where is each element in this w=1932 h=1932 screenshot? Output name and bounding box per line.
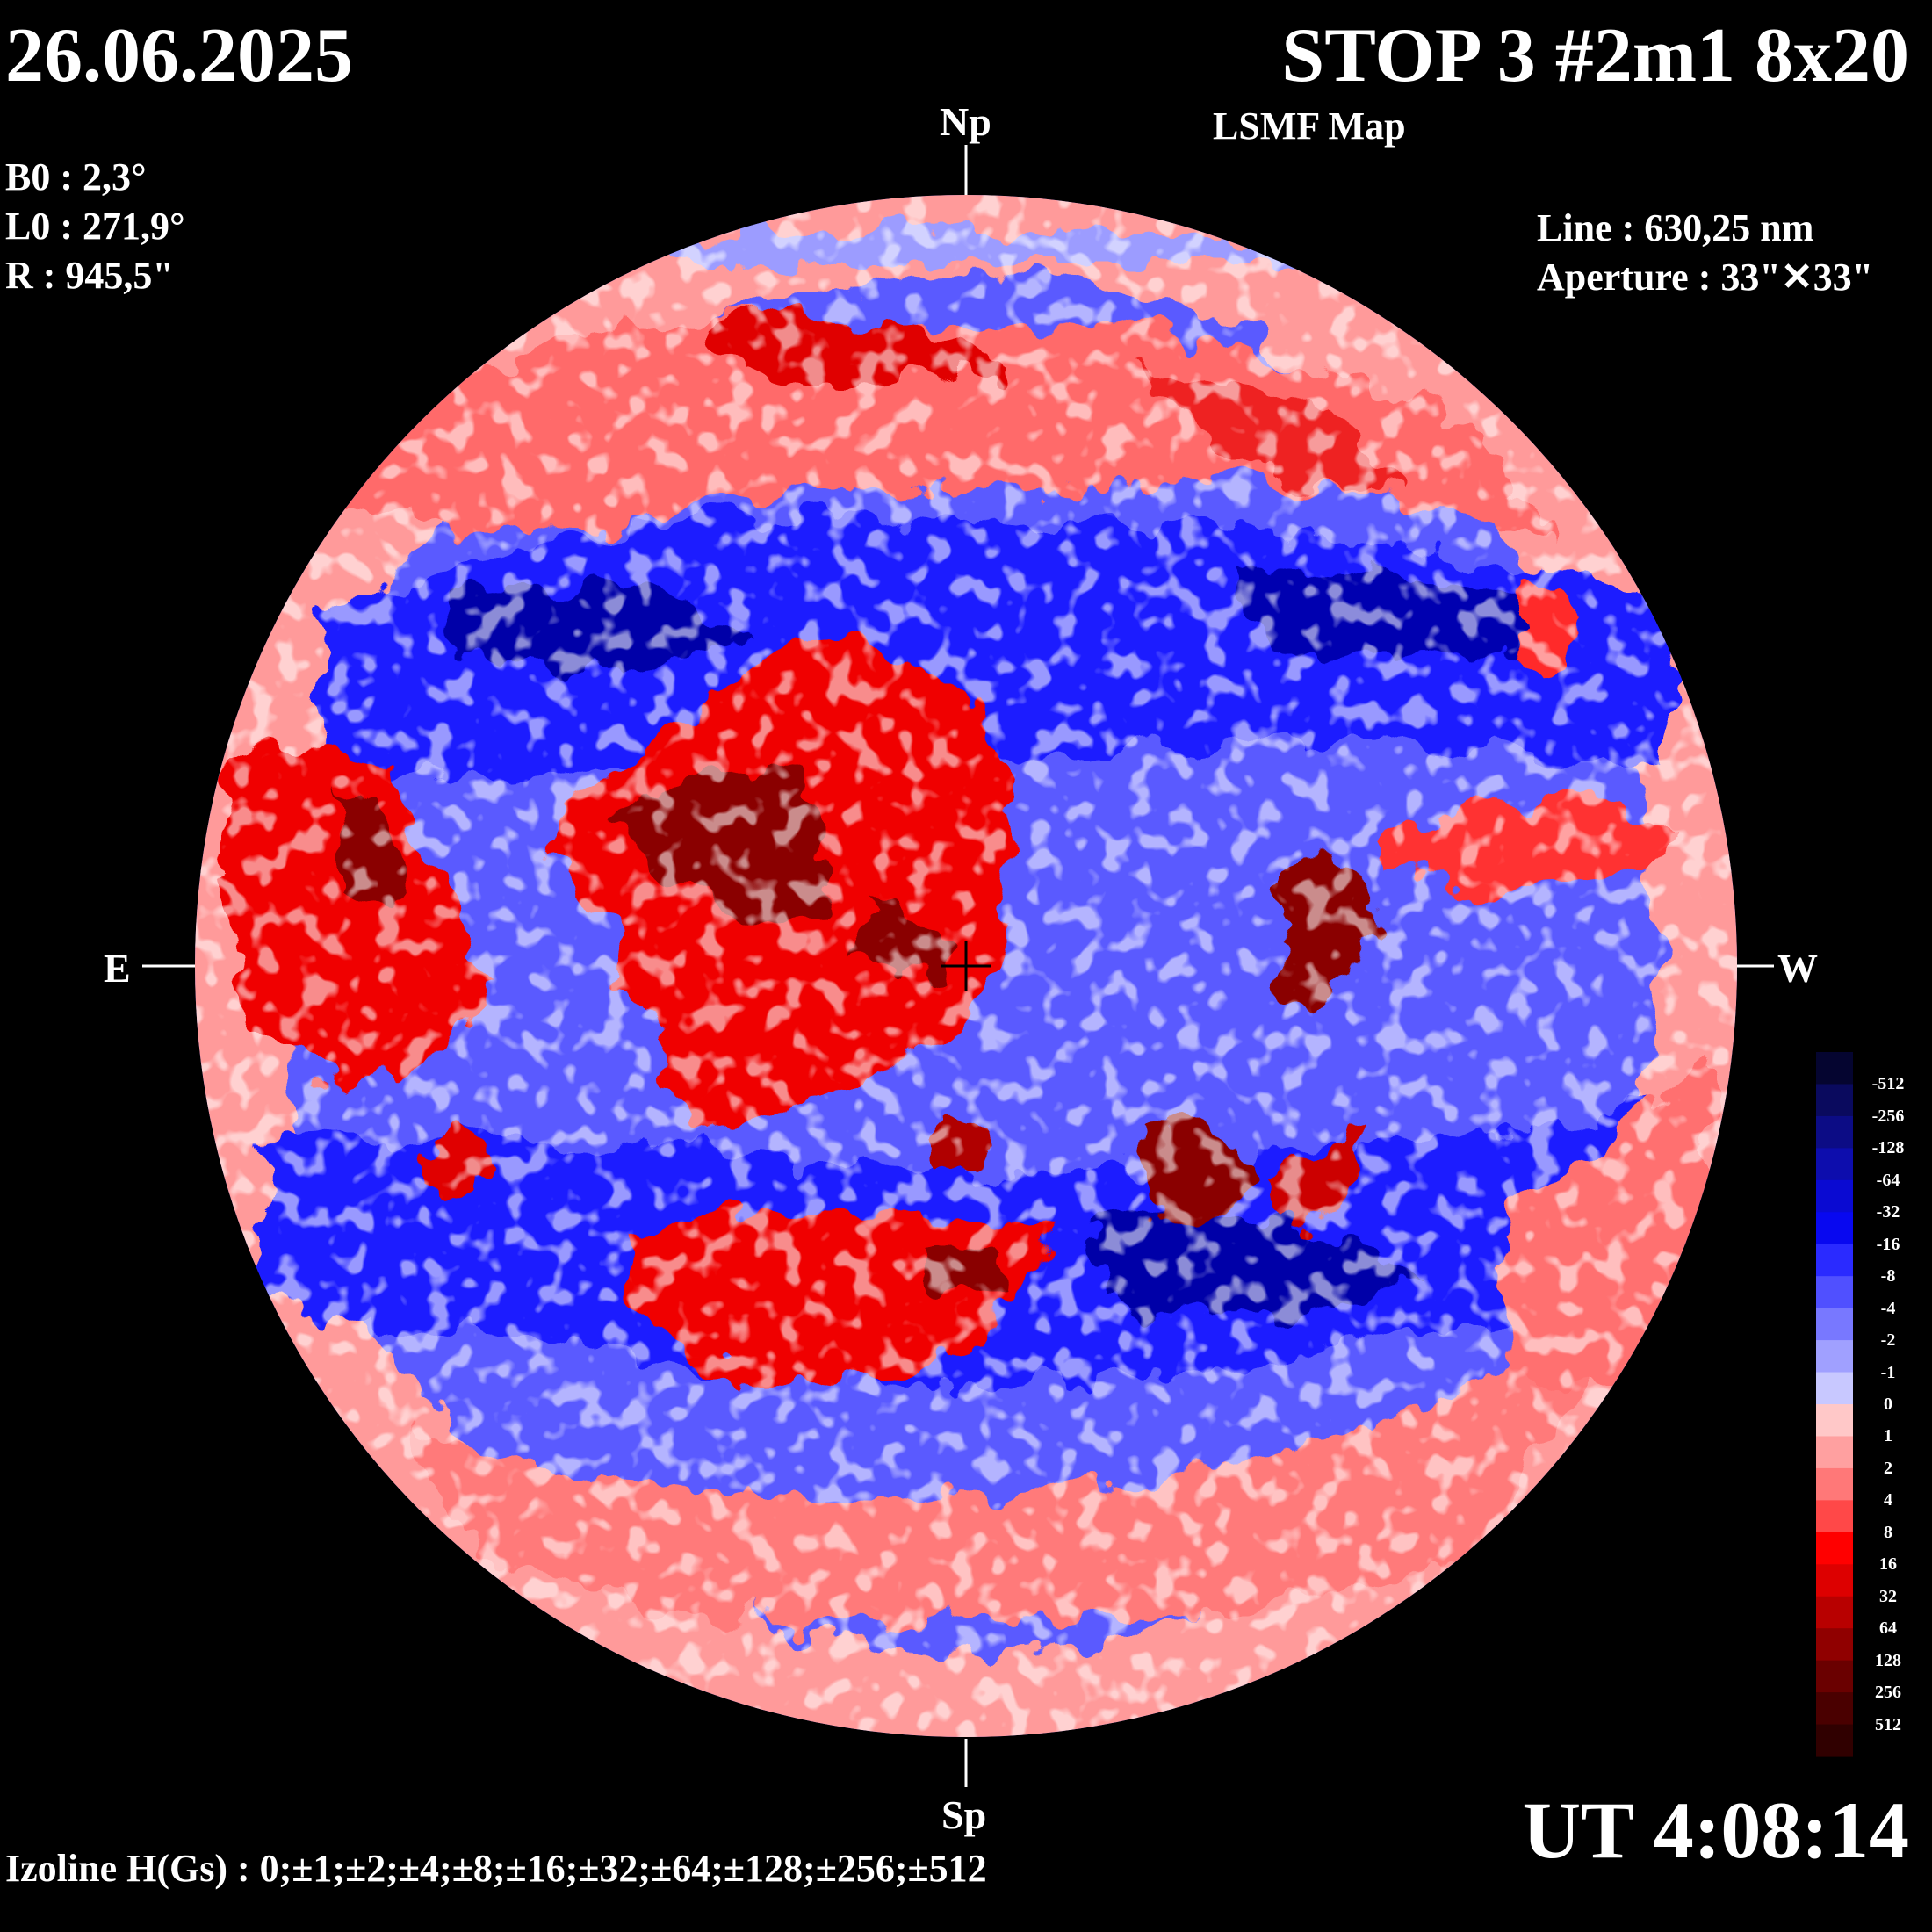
color-scale-segment [1816, 1532, 1853, 1565]
color-scale-segment [1816, 1692, 1853, 1726]
orientation-ticks [142, 145, 1774, 1787]
color-scale-segment [1816, 1115, 1853, 1149]
observation-date: 26.06.2025 [5, 13, 353, 98]
color-scale-label: -128 [1871, 1138, 1905, 1158]
east-label: E [104, 946, 131, 991]
color-scale-segment [1816, 1467, 1853, 1501]
color-scale-segment [1816, 1724, 1853, 1757]
color-scale-bar [1816, 1052, 1853, 1757]
color-scale-label: -256 [1871, 1106, 1905, 1126]
color-scale-segment [1816, 1404, 1853, 1438]
color-scale-segment [1816, 1660, 1853, 1693]
color-scale-label: 256 [1875, 1683, 1901, 1703]
param-l0: L0 : 271,9° [5, 205, 185, 248]
solar-disk [195, 195, 1737, 1737]
color-scale-label: -64 [1876, 1170, 1900, 1190]
color-scale-segment [1816, 1436, 1853, 1469]
color-scale-label: 0 [1884, 1395, 1892, 1414]
color-scale-segment [1816, 1276, 1853, 1309]
spectral-line: Line : 630,25 nm [1537, 206, 1814, 249]
color-scale-label: -4 [1880, 1298, 1896, 1318]
param-b0: B0 : 2,3° [5, 155, 147, 198]
color-scale-segment [1816, 1308, 1853, 1341]
color-scale-segment [1816, 1148, 1853, 1181]
color-scale-label: 512 [1875, 1714, 1901, 1734]
color-scale-segment [1816, 1084, 1853, 1117]
map-subtitle: LSMF Map [1213, 105, 1406, 148]
color-scale-label: 128 [1875, 1650, 1901, 1670]
color-scale-segment [1816, 1596, 1853, 1629]
north-label: Np [940, 99, 991, 144]
aperture-size: Aperture : 33"✕33" [1537, 256, 1874, 299]
color-scale-segment [1816, 1500, 1853, 1533]
color-scale-segment [1816, 1212, 1853, 1245]
color-scale-label: 64 [1879, 1618, 1897, 1639]
color-scale-label: -2 [1880, 1330, 1896, 1351]
color-scale-label: 8 [1884, 1522, 1892, 1542]
west-label: W [1777, 946, 1818, 991]
color-scale-label: -16 [1876, 1234, 1900, 1254]
color-scale-label: -1 [1880, 1362, 1896, 1382]
color-scale-segment [1816, 1340, 1853, 1373]
color-scale-label: 16 [1879, 1554, 1897, 1575]
color-scale-segment [1816, 1179, 1853, 1213]
color-scale-segment [1816, 1052, 1853, 1085]
color-scale-label: 1 [1884, 1426, 1892, 1446]
color-scale-segment [1816, 1628, 1853, 1662]
universal-time: UT 4:08:14 [1522, 1785, 1909, 1875]
color-scale-segment [1816, 1564, 1853, 1597]
color-scale-segment [1816, 1372, 1853, 1405]
map-title: STOP 3 #2m1 8x20 [1281, 13, 1909, 98]
color-scale-label: -512 [1871, 1074, 1905, 1094]
color-scale-label: 32 [1879, 1586, 1897, 1606]
color-scale-label: 2 [1884, 1458, 1892, 1478]
param-radius: R : 945,5" [5, 254, 174, 297]
izoline-legend: Izoline H(Gs) : 0;±1;±2;±4;±8;±16;±32;±6… [5, 1847, 987, 1890]
south-label: Sp [941, 1792, 987, 1837]
color-scale-label: -32 [1876, 1202, 1900, 1222]
color-scale-label: 4 [1884, 1490, 1892, 1510]
disk-center-cross [941, 941, 991, 991]
color-scale-label: -8 [1880, 1266, 1896, 1287]
color-scale-segment [1816, 1244, 1853, 1277]
